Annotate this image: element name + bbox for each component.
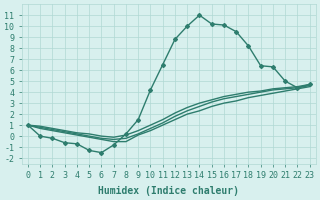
X-axis label: Humidex (Indice chaleur): Humidex (Indice chaleur) [98,186,239,196]
